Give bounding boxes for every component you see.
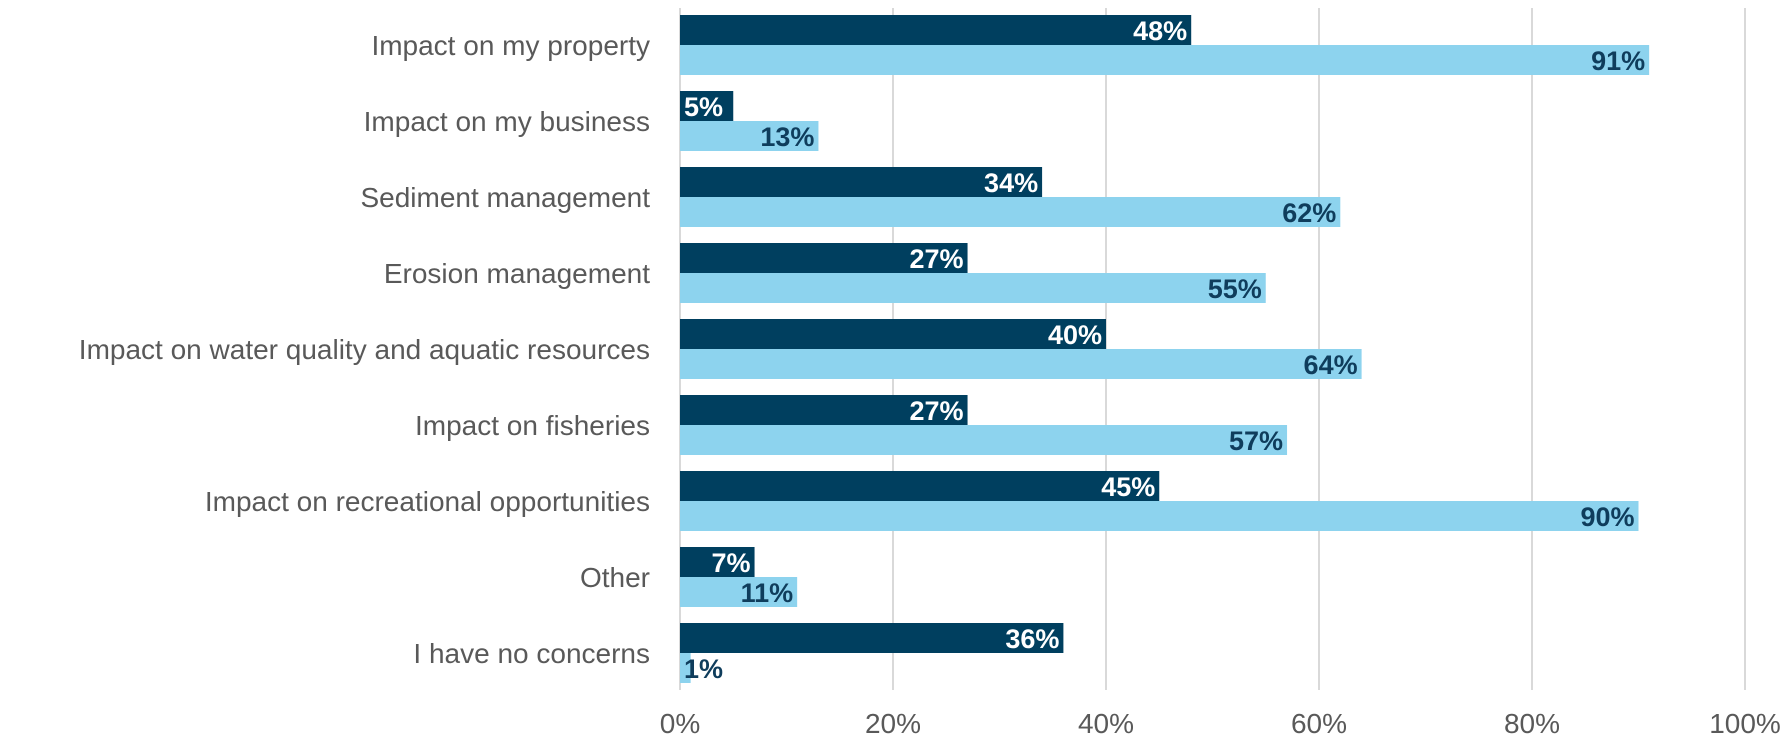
data-label: 1%: [684, 654, 723, 684]
category-labels: Impact on my property Impact on my busine…: [79, 30, 650, 669]
x-axis-ticks: 0% 20% 40% 60% 80% 100%: [660, 708, 1781, 739]
bar: [680, 349, 1362, 379]
data-label: 27%: [910, 396, 964, 426]
bar: [680, 15, 1192, 45]
category-label: Impact on fisheries: [415, 410, 650, 441]
data-label: 64%: [1304, 350, 1358, 380]
data-label: 91%: [1591, 46, 1645, 76]
x-tick-label: 20%: [865, 708, 921, 739]
x-tick-label: 80%: [1504, 708, 1560, 739]
bar: [680, 45, 1650, 75]
category-label: Sediment management: [360, 182, 650, 213]
category-label: Impact on my property: [371, 30, 650, 61]
bar: [680, 471, 1160, 501]
bar: [680, 121, 819, 151]
bar: [680, 623, 1064, 653]
x-tick-label: 60%: [1291, 708, 1347, 739]
data-label: 7%: [712, 548, 751, 578]
data-label: 55%: [1208, 274, 1262, 304]
bar: [680, 653, 691, 683]
bar: [680, 91, 734, 121]
bar: [680, 167, 1043, 197]
bar: [680, 319, 1106, 349]
data-label: 11%: [741, 578, 794, 608]
bars: 48% 91% 5% 13% 34% 62% 27% 55% 40% 64% 27% 57% 45% 90…: [680, 15, 1650, 684]
category-label: Impact on recreational opportunities: [205, 486, 650, 517]
data-label: 34%: [984, 168, 1038, 198]
category-label: Impact on water quality and aquatic reso…: [79, 334, 650, 365]
bar: [680, 197, 1341, 227]
bar: [680, 243, 968, 273]
data-label: 90%: [1580, 502, 1634, 532]
bar: [680, 547, 755, 577]
bar: [680, 395, 968, 425]
data-label: 45%: [1101, 472, 1155, 502]
category-label: Impact on my business: [364, 106, 650, 137]
bar: [680, 501, 1639, 531]
data-label: 13%: [760, 122, 814, 152]
data-label: 40%: [1048, 320, 1102, 350]
data-label: 57%: [1229, 426, 1283, 456]
bar: [680, 273, 1266, 303]
x-tick-label: 40%: [1078, 708, 1134, 739]
category-label: Erosion management: [384, 258, 650, 289]
category-label: I have no concerns: [413, 638, 650, 669]
bar: [680, 425, 1288, 455]
data-label: 48%: [1133, 16, 1187, 46]
bar: [680, 577, 798, 607]
data-label: 27%: [910, 244, 964, 274]
x-tick-label: 0%: [660, 708, 700, 739]
data-label: 36%: [1005, 624, 1059, 654]
category-label: Other: [580, 562, 650, 593]
x-tick-label: 100%: [1709, 708, 1781, 739]
data-label: 62%: [1282, 198, 1336, 228]
data-label: 5%: [684, 92, 723, 122]
